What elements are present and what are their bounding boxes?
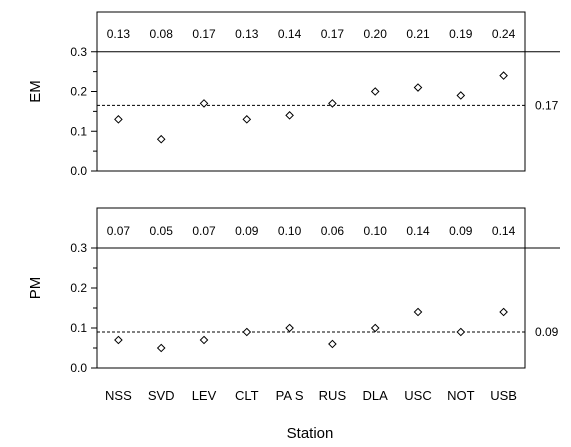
category-label: NOT bbox=[447, 388, 475, 403]
data-point bbox=[285, 111, 294, 120]
value-label: 0.07 bbox=[192, 224, 216, 238]
data-point bbox=[370, 87, 380, 96]
value-label: 0.14 bbox=[492, 224, 516, 238]
category-label: SVD bbox=[148, 388, 175, 403]
value-label: 0.14 bbox=[406, 224, 430, 238]
value-label: 0.05 bbox=[150, 224, 174, 238]
category-label: LEV bbox=[192, 388, 217, 403]
y-tick-label: 0.3 bbox=[70, 45, 87, 59]
data-point bbox=[242, 327, 252, 337]
category-label: DLA bbox=[363, 388, 389, 403]
mean-label: 0.09 bbox=[535, 325, 559, 339]
category-label: CLT bbox=[235, 388, 259, 403]
data-point bbox=[199, 335, 209, 345]
data-point bbox=[499, 307, 508, 317]
em-panel: 0.17 0.0 0.1 0.2 0.3 EM 0.13 0.08 0.17 0.13 0.14 0.… bbox=[27, 11, 560, 178]
data-point bbox=[242, 115, 252, 124]
data-point bbox=[328, 99, 337, 108]
data-point bbox=[413, 307, 423, 317]
y-tick-label: 0.2 bbox=[70, 85, 87, 99]
value-label: 0.13 bbox=[235, 27, 259, 41]
value-label: 0.14 bbox=[278, 27, 302, 41]
category-label: USB bbox=[490, 388, 517, 403]
mean-label: 0.17 bbox=[535, 98, 559, 112]
value-label: 0.13 bbox=[107, 27, 131, 41]
y-tick-label: 0.0 bbox=[70, 164, 87, 178]
data-point bbox=[456, 91, 466, 100]
y-axis-label: EM bbox=[27, 80, 44, 103]
data-point bbox=[199, 99, 209, 108]
data-point bbox=[156, 134, 166, 144]
data-point bbox=[156, 343, 166, 353]
data-point bbox=[328, 339, 337, 349]
category-label: NSS bbox=[105, 388, 132, 403]
y-tick-label: 0.1 bbox=[70, 321, 87, 335]
value-label: 0.21 bbox=[406, 27, 430, 41]
data-point bbox=[499, 71, 508, 80]
value-label: 0.20 bbox=[364, 27, 388, 41]
y-tick-label: 0.1 bbox=[70, 124, 87, 138]
pm-panel: 0.09 0.0 0.1 0.2 0.3 PM 0.07 0.05 0.07 0.09 0.10 0.… bbox=[27, 207, 560, 403]
value-label: 0.09 bbox=[235, 224, 259, 238]
data-point bbox=[285, 323, 294, 333]
value-label: 0.17 bbox=[321, 27, 345, 41]
value-label: 0.08 bbox=[150, 27, 174, 41]
y-tick-label: 0.0 bbox=[70, 361, 87, 375]
y-axis-label: PM bbox=[27, 277, 44, 300]
value-label: 0.19 bbox=[449, 27, 473, 41]
value-label: 0.06 bbox=[321, 224, 345, 238]
x-axis-label: Station bbox=[287, 425, 334, 442]
value-label: 0.17 bbox=[192, 27, 216, 41]
data-point bbox=[456, 327, 466, 337]
value-label: 0.07 bbox=[107, 224, 131, 238]
data-point bbox=[370, 323, 380, 333]
value-label: 0.24 bbox=[492, 27, 516, 41]
value-label: 0.10 bbox=[278, 224, 302, 238]
data-point bbox=[114, 335, 123, 345]
value-label: 0.10 bbox=[364, 224, 388, 238]
category-label: RUS bbox=[319, 388, 347, 403]
y-tick-label: 0.3 bbox=[70, 241, 87, 255]
data-point bbox=[413, 83, 423, 92]
data-point bbox=[114, 115, 123, 124]
value-label: 0.09 bbox=[449, 224, 473, 238]
y-tick-label: 0.2 bbox=[70, 281, 87, 295]
category-label: PA S bbox=[276, 388, 304, 403]
category-label: USC bbox=[404, 388, 431, 403]
